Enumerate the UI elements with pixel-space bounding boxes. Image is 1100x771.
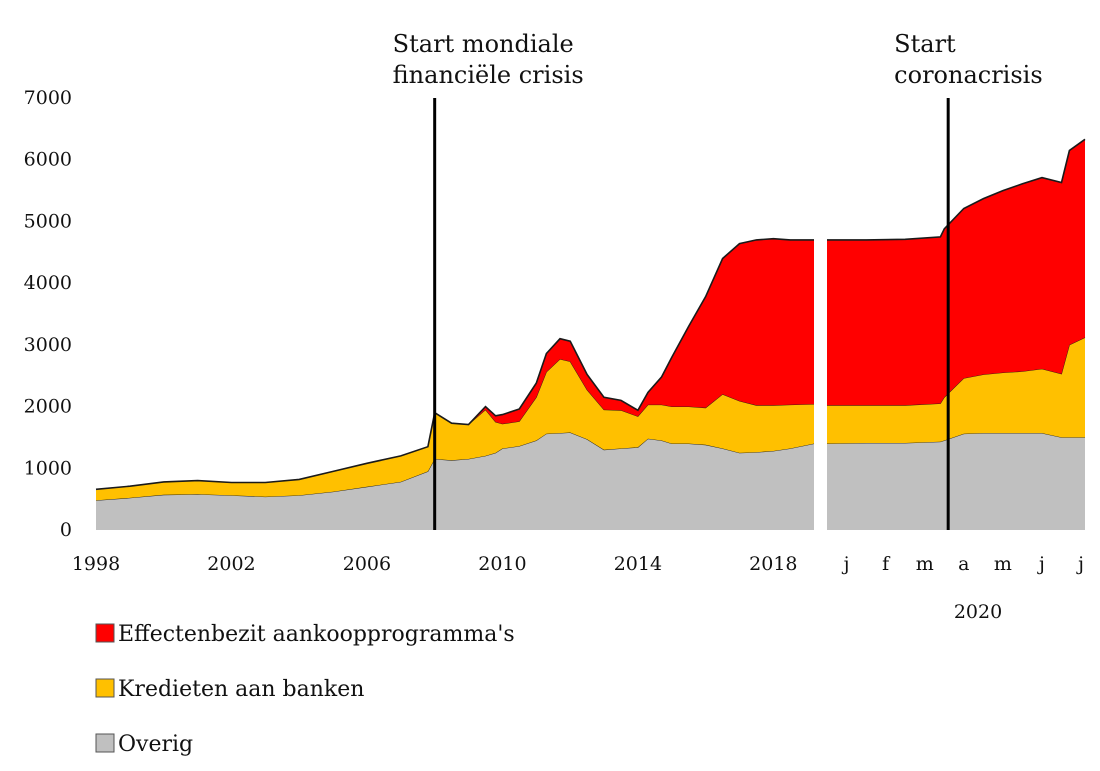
plot-panel-2020: [826, 138, 1086, 530]
x-tick-label: m: [916, 553, 934, 575]
x-tick-label: 2002: [207, 553, 255, 575]
y-tick-label: 7000: [24, 87, 72, 109]
series-line-effecten: [95, 237, 814, 491]
x-tick-label: j: [1037, 553, 1045, 575]
year-label: 2020: [954, 601, 1002, 623]
x-tick-label: 2014: [614, 553, 662, 575]
y-tick-label: 2000: [24, 396, 72, 418]
x-tick-label: 2018: [749, 553, 797, 575]
annotation-label: Start mondiale: [393, 30, 574, 58]
y-tick-label: 3000: [24, 334, 72, 356]
y-tick-label: 6000: [24, 149, 72, 171]
y-tick-label: 1000: [24, 457, 72, 479]
plot-panel-long-run: [95, 237, 815, 530]
x-tick-label: 2006: [343, 553, 391, 575]
x-tick-label: a: [958, 553, 969, 575]
legend-label-kredieten: Kredieten aan banken: [118, 677, 364, 702]
series-line-effecten: [827, 138, 1086, 241]
legend-label-overig: Overig: [118, 732, 193, 757]
area-kredieten: [96, 359, 814, 501]
area-kredieten: [827, 337, 1085, 444]
annotation-label: financiële crisis: [393, 61, 584, 89]
x-tick-label: 2010: [478, 553, 526, 575]
x-tick-label: m: [994, 553, 1012, 575]
x-tick-label: j: [842, 553, 850, 575]
y-tick-label: 4000: [24, 272, 72, 294]
x-tick-label: 1998: [72, 553, 120, 575]
y-tick-label: 5000: [24, 210, 72, 232]
area-overig: [96, 432, 814, 530]
y-tick-label: 0: [60, 519, 72, 541]
area-overig: [827, 433, 1085, 530]
annotation-label: coronacrisis: [894, 61, 1042, 89]
legend-swatch-overig: [95, 733, 115, 753]
x-tick-label: j: [1076, 553, 1084, 575]
annotation-label: Start: [894, 30, 956, 58]
area-effecten: [96, 238, 814, 490]
legend-swatch-effecten: [95, 623, 115, 643]
x-tick-label: f: [882, 553, 891, 575]
legend-swatch-kredieten: [95, 678, 115, 698]
area-effecten: [827, 139, 1085, 406]
legend-label-effecten: Effectenbezit aankoopprogramma's: [118, 622, 515, 647]
